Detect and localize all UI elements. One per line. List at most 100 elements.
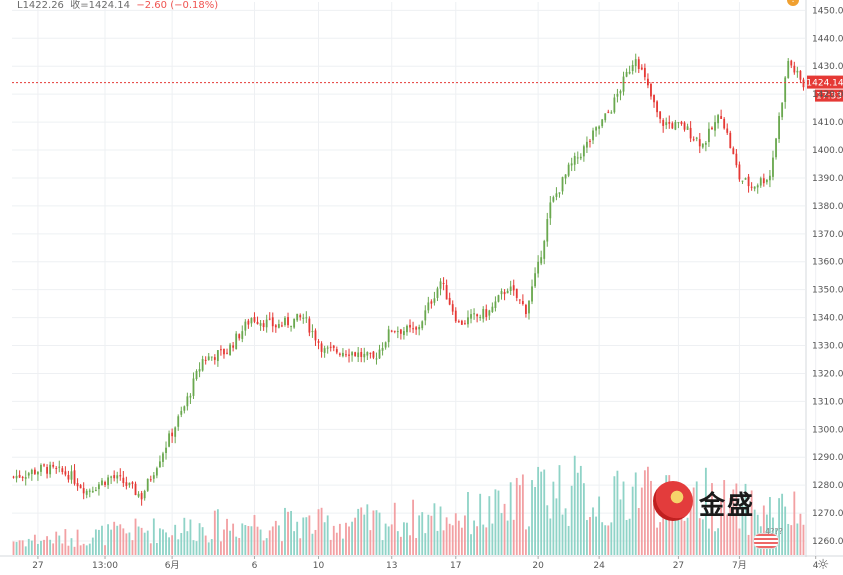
candle-body [589, 140, 591, 142]
candle-body [744, 178, 747, 180]
volume-bar [451, 525, 454, 555]
volume-bar [589, 517, 591, 555]
candle-body [656, 101, 658, 113]
candle-body [546, 219, 549, 242]
volume-bar [223, 529, 225, 555]
candle-body [152, 475, 155, 479]
candle-body [592, 130, 594, 141]
candle-body [561, 177, 564, 192]
volume-bar [204, 535, 207, 555]
volume-bar [528, 526, 530, 555]
volume-bar [155, 542, 158, 555]
volume-bar [177, 539, 180, 555]
volume-bar [515, 477, 518, 555]
alert-icon[interactable]: ! [787, 0, 799, 6]
volume-bar [311, 533, 314, 555]
volume-bar [549, 518, 552, 555]
volume-bar [726, 514, 729, 555]
candle-body [55, 467, 58, 469]
candle-body [665, 122, 668, 126]
candle-body [717, 115, 719, 124]
candle-body [515, 288, 518, 298]
candle-body [567, 164, 570, 176]
candle-body [168, 433, 170, 447]
candle-body [695, 137, 698, 139]
volume-bar [91, 537, 94, 555]
volume-bar [445, 517, 448, 555]
candle-body [409, 324, 411, 328]
volume-bar [107, 524, 109, 555]
volume-bar [232, 523, 235, 555]
candle-body [619, 91, 622, 94]
candle-body [253, 317, 256, 322]
current-price-line: 1424.14 17:33 [12, 75, 843, 102]
gear-icon[interactable]: ☼ [816, 557, 830, 573]
price-axis[interactable]: 1260.00 1270.00 1280.00 1290.00 1300.00 1310.… [805, 0, 843, 557]
candle-body [720, 116, 723, 119]
candle-body [43, 464, 45, 466]
volume-bar [207, 542, 210, 555]
candle-body [518, 299, 521, 301]
x-tick-label: 6月 [165, 560, 180, 571]
volume-bar [433, 503, 436, 555]
candle-body [701, 143, 704, 148]
candle-body [442, 282, 445, 284]
candle-body [104, 481, 106, 485]
candle-body [58, 466, 61, 468]
candle-body [457, 321, 460, 323]
volume-bar [378, 512, 381, 555]
candle-body [201, 359, 204, 371]
volume-bar [552, 481, 555, 555]
volume-bar [604, 525, 607, 555]
volume-bar [586, 520, 588, 555]
candle-body [85, 490, 88, 495]
volume-bar [473, 520, 475, 555]
candle-body [735, 153, 738, 166]
volume-bar [796, 523, 799, 555]
candle-body [332, 345, 335, 348]
volume-bar [631, 486, 634, 555]
volume-bar [287, 511, 289, 555]
volume-bar [98, 529, 100, 555]
watermark-logo: 金盛 [653, 481, 763, 521]
volume-bar [302, 517, 305, 555]
volume-bar [412, 499, 414, 555]
candle-body [564, 174, 567, 179]
volume-bar [323, 522, 326, 555]
volume-bar [274, 520, 277, 555]
volume-bar [503, 503, 506, 555]
candle-body [113, 475, 116, 479]
candle-body [650, 84, 652, 97]
candle-body [759, 178, 762, 186]
candle-body [381, 347, 384, 351]
volume-bar [708, 528, 710, 555]
candle-body [424, 310, 427, 321]
volume-bars [12, 455, 805, 555]
candle-body [729, 132, 732, 149]
countdown-tag [815, 89, 843, 102]
flag-badge[interactable]: 4??? [753, 527, 783, 553]
candle-body [143, 491, 146, 499]
volume-bar [799, 513, 802, 555]
volume-bar [753, 509, 756, 555]
volume-bar [76, 529, 79, 555]
candle-body [180, 410, 183, 415]
x-tick-label: 7月 [732, 560, 747, 571]
volume-bar [598, 496, 601, 555]
candle-body [186, 396, 189, 407]
volume-bar [521, 474, 524, 555]
candle-body [302, 317, 305, 319]
volume-bar [168, 537, 170, 555]
candle-body [601, 119, 604, 127]
volume-bar [37, 543, 39, 555]
volume-bar [128, 532, 131, 555]
volume-bar [732, 489, 735, 555]
time-axis[interactable]: 27 13:00 6月 6 10 13 17 20 24 27 7月 4 [0, 555, 843, 571]
volume-bar [247, 526, 250, 555]
candle-body [762, 178, 765, 184]
candle-body [558, 192, 561, 194]
candle-body [698, 139, 701, 147]
candle-body [262, 323, 265, 328]
volume-bar [567, 525, 570, 555]
